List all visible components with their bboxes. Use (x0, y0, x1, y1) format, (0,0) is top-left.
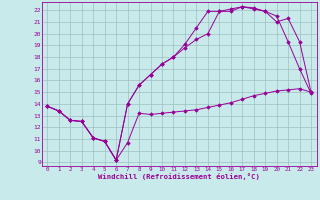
X-axis label: Windchill (Refroidissement éolien,°C): Windchill (Refroidissement éolien,°C) (98, 173, 260, 180)
